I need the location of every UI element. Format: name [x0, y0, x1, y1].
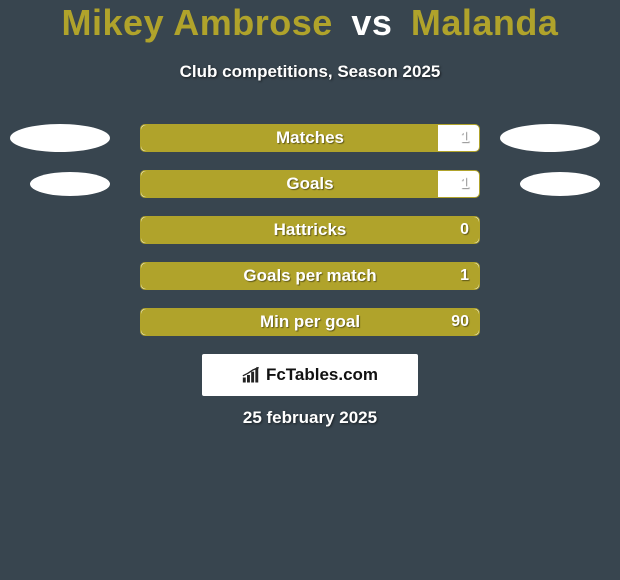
- stat-value: 1: [460, 171, 469, 197]
- logo-box: FcTables.com: [202, 354, 418, 396]
- title-vs: vs: [351, 2, 392, 43]
- left-ellipse: [10, 124, 110, 152]
- stat-label: Goals: [141, 171, 479, 197]
- logo-text: FcTables.com: [266, 365, 378, 385]
- stat-label: Hattricks: [141, 217, 479, 243]
- title-player1: Mikey Ambrose: [62, 2, 333, 43]
- stat-row: Min per goal90: [0, 308, 620, 336]
- stat-bar: Min per goal90: [140, 308, 480, 336]
- stat-value: 90: [451, 309, 469, 335]
- bar-chart-growth-icon: [242, 366, 262, 384]
- stat-bar: Matches1: [140, 124, 480, 152]
- date-label: 25 february 2025: [0, 408, 620, 428]
- stat-bar: Goals1: [140, 170, 480, 198]
- stat-label: Min per goal: [141, 309, 479, 335]
- comparison-infographic: Mikey Ambrose vs Malanda Club competitio…: [0, 0, 620, 580]
- page-title: Mikey Ambrose vs Malanda: [0, 2, 620, 44]
- stat-label: Goals per match: [141, 263, 479, 289]
- stat-bar: Goals per match1: [140, 262, 480, 290]
- stat-label: Matches: [141, 125, 479, 151]
- subtitle: Club competitions, Season 2025: [0, 62, 620, 82]
- stat-value: 1: [460, 263, 469, 289]
- title-player2: Malanda: [411, 2, 559, 43]
- stat-rows: Matches1Goals1Hattricks0Goals per match1…: [0, 124, 620, 354]
- stat-bar: Hattricks0: [140, 216, 480, 244]
- right-ellipse: [500, 124, 600, 152]
- stat-row: Goals per match1: [0, 262, 620, 290]
- stat-row: Hattricks0: [0, 216, 620, 244]
- left-ellipse: [30, 172, 110, 196]
- stat-value: 1: [460, 125, 469, 151]
- stat-row: Goals1: [0, 170, 620, 198]
- stat-value: 0: [460, 217, 469, 243]
- right-ellipse: [520, 172, 600, 196]
- stat-row: Matches1: [0, 124, 620, 152]
